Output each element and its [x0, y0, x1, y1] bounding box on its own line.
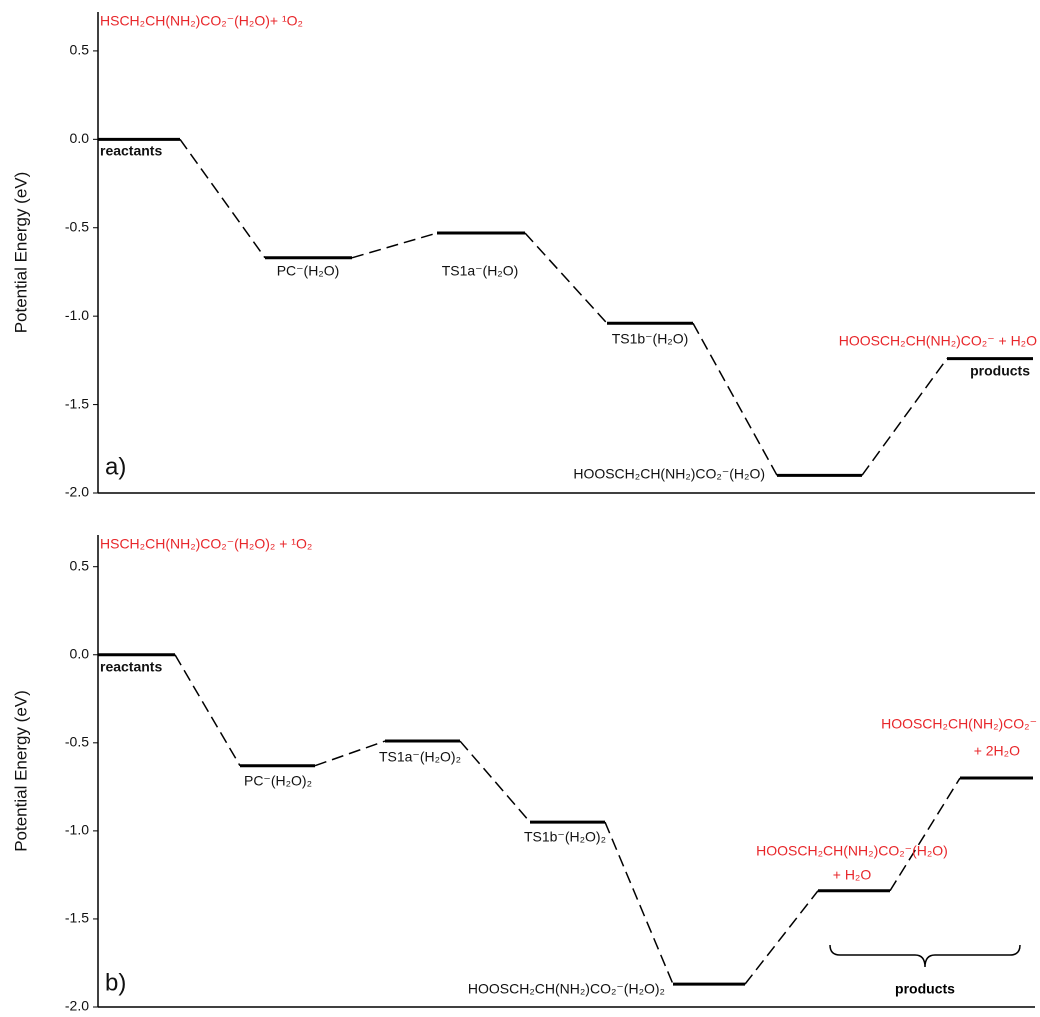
level-label: TS1b⁻(H₂O)₂: [524, 829, 606, 845]
level-label: HOOSCH₂CH(NH₂)CO₂⁻(H₂O)₂: [468, 981, 665, 997]
y-tick-label: 0.5: [70, 42, 90, 58]
level-label: HOOSCH₂CH(NH₂)CO₂⁻(H₂O): [573, 466, 765, 482]
annotation: HOOSCH₂CH(NH₂)CO₂⁻(H₂O): [756, 843, 948, 859]
annotation: + 2H₂O: [974, 743, 1020, 759]
annotation: + H₂O: [833, 867, 872, 883]
chart: Potential Energy (eV) 0.5 0.0 -0.5 -1.0 -1.5 -…: [0, 0, 1040, 1017]
y-tick-label: -2.0: [65, 484, 89, 500]
connector: [890, 778, 960, 891]
annotation: HSCH₂CH(NH₂)CO₂⁻(H₂O)+ ¹O₂: [100, 13, 303, 29]
annotation: HOOSCH₂CH(NH₂)CO₂⁻: [881, 716, 1037, 732]
connector: [862, 359, 947, 476]
y-tick-label: 0.0: [70, 130, 90, 146]
y-tick-label: -1.0: [65, 307, 89, 323]
panel-label: a): [105, 453, 126, 480]
annotation: HOOSCH₂CH(NH₂)CO₂⁻ + H₂O: [839, 333, 1037, 349]
y-tick-label: -1.0: [65, 822, 89, 838]
level-label: TS1a⁻(H₂O)₂: [379, 749, 461, 765]
y-tick-label: -0.5: [65, 218, 89, 234]
y-axis-label: Potential Energy (eV): [11, 172, 30, 334]
y-tick-label: -1.5: [65, 395, 89, 411]
connector: [693, 323, 777, 475]
connector: [745, 891, 818, 984]
connector: [352, 233, 437, 258]
y-axis-label: Potential Energy (eV): [11, 690, 30, 852]
brace: [830, 945, 1020, 967]
connector: [605, 822, 673, 984]
level-label: PC⁻(H₂O)₂: [244, 773, 312, 789]
y-tick-label: -0.5: [65, 734, 89, 750]
connector: [315, 741, 385, 766]
level-label: TS1a⁻(H₂O): [442, 263, 519, 279]
annotation: products: [895, 981, 955, 997]
y-tick-label: 0.0: [70, 645, 90, 661]
level-label: reactants: [100, 143, 162, 159]
level-label: reactants: [100, 659, 162, 675]
connector: [525, 233, 607, 323]
connector: [180, 139, 265, 257]
connector: [460, 741, 530, 822]
level-label: TS1b⁻(H₂O): [612, 331, 689, 347]
connector: [175, 655, 240, 766]
y-tick-label: -1.5: [65, 910, 89, 926]
y-tick-label: -2.0: [65, 998, 89, 1014]
y-tick-label: 0.5: [70, 557, 90, 573]
annotation: HSCH₂CH(NH₂)CO₂⁻(H₂O)₂ + ¹O₂: [100, 536, 312, 552]
panel-label: b): [105, 969, 126, 996]
level-label: PC⁻(H₂O): [277, 263, 340, 279]
level-label: products: [970, 363, 1030, 379]
